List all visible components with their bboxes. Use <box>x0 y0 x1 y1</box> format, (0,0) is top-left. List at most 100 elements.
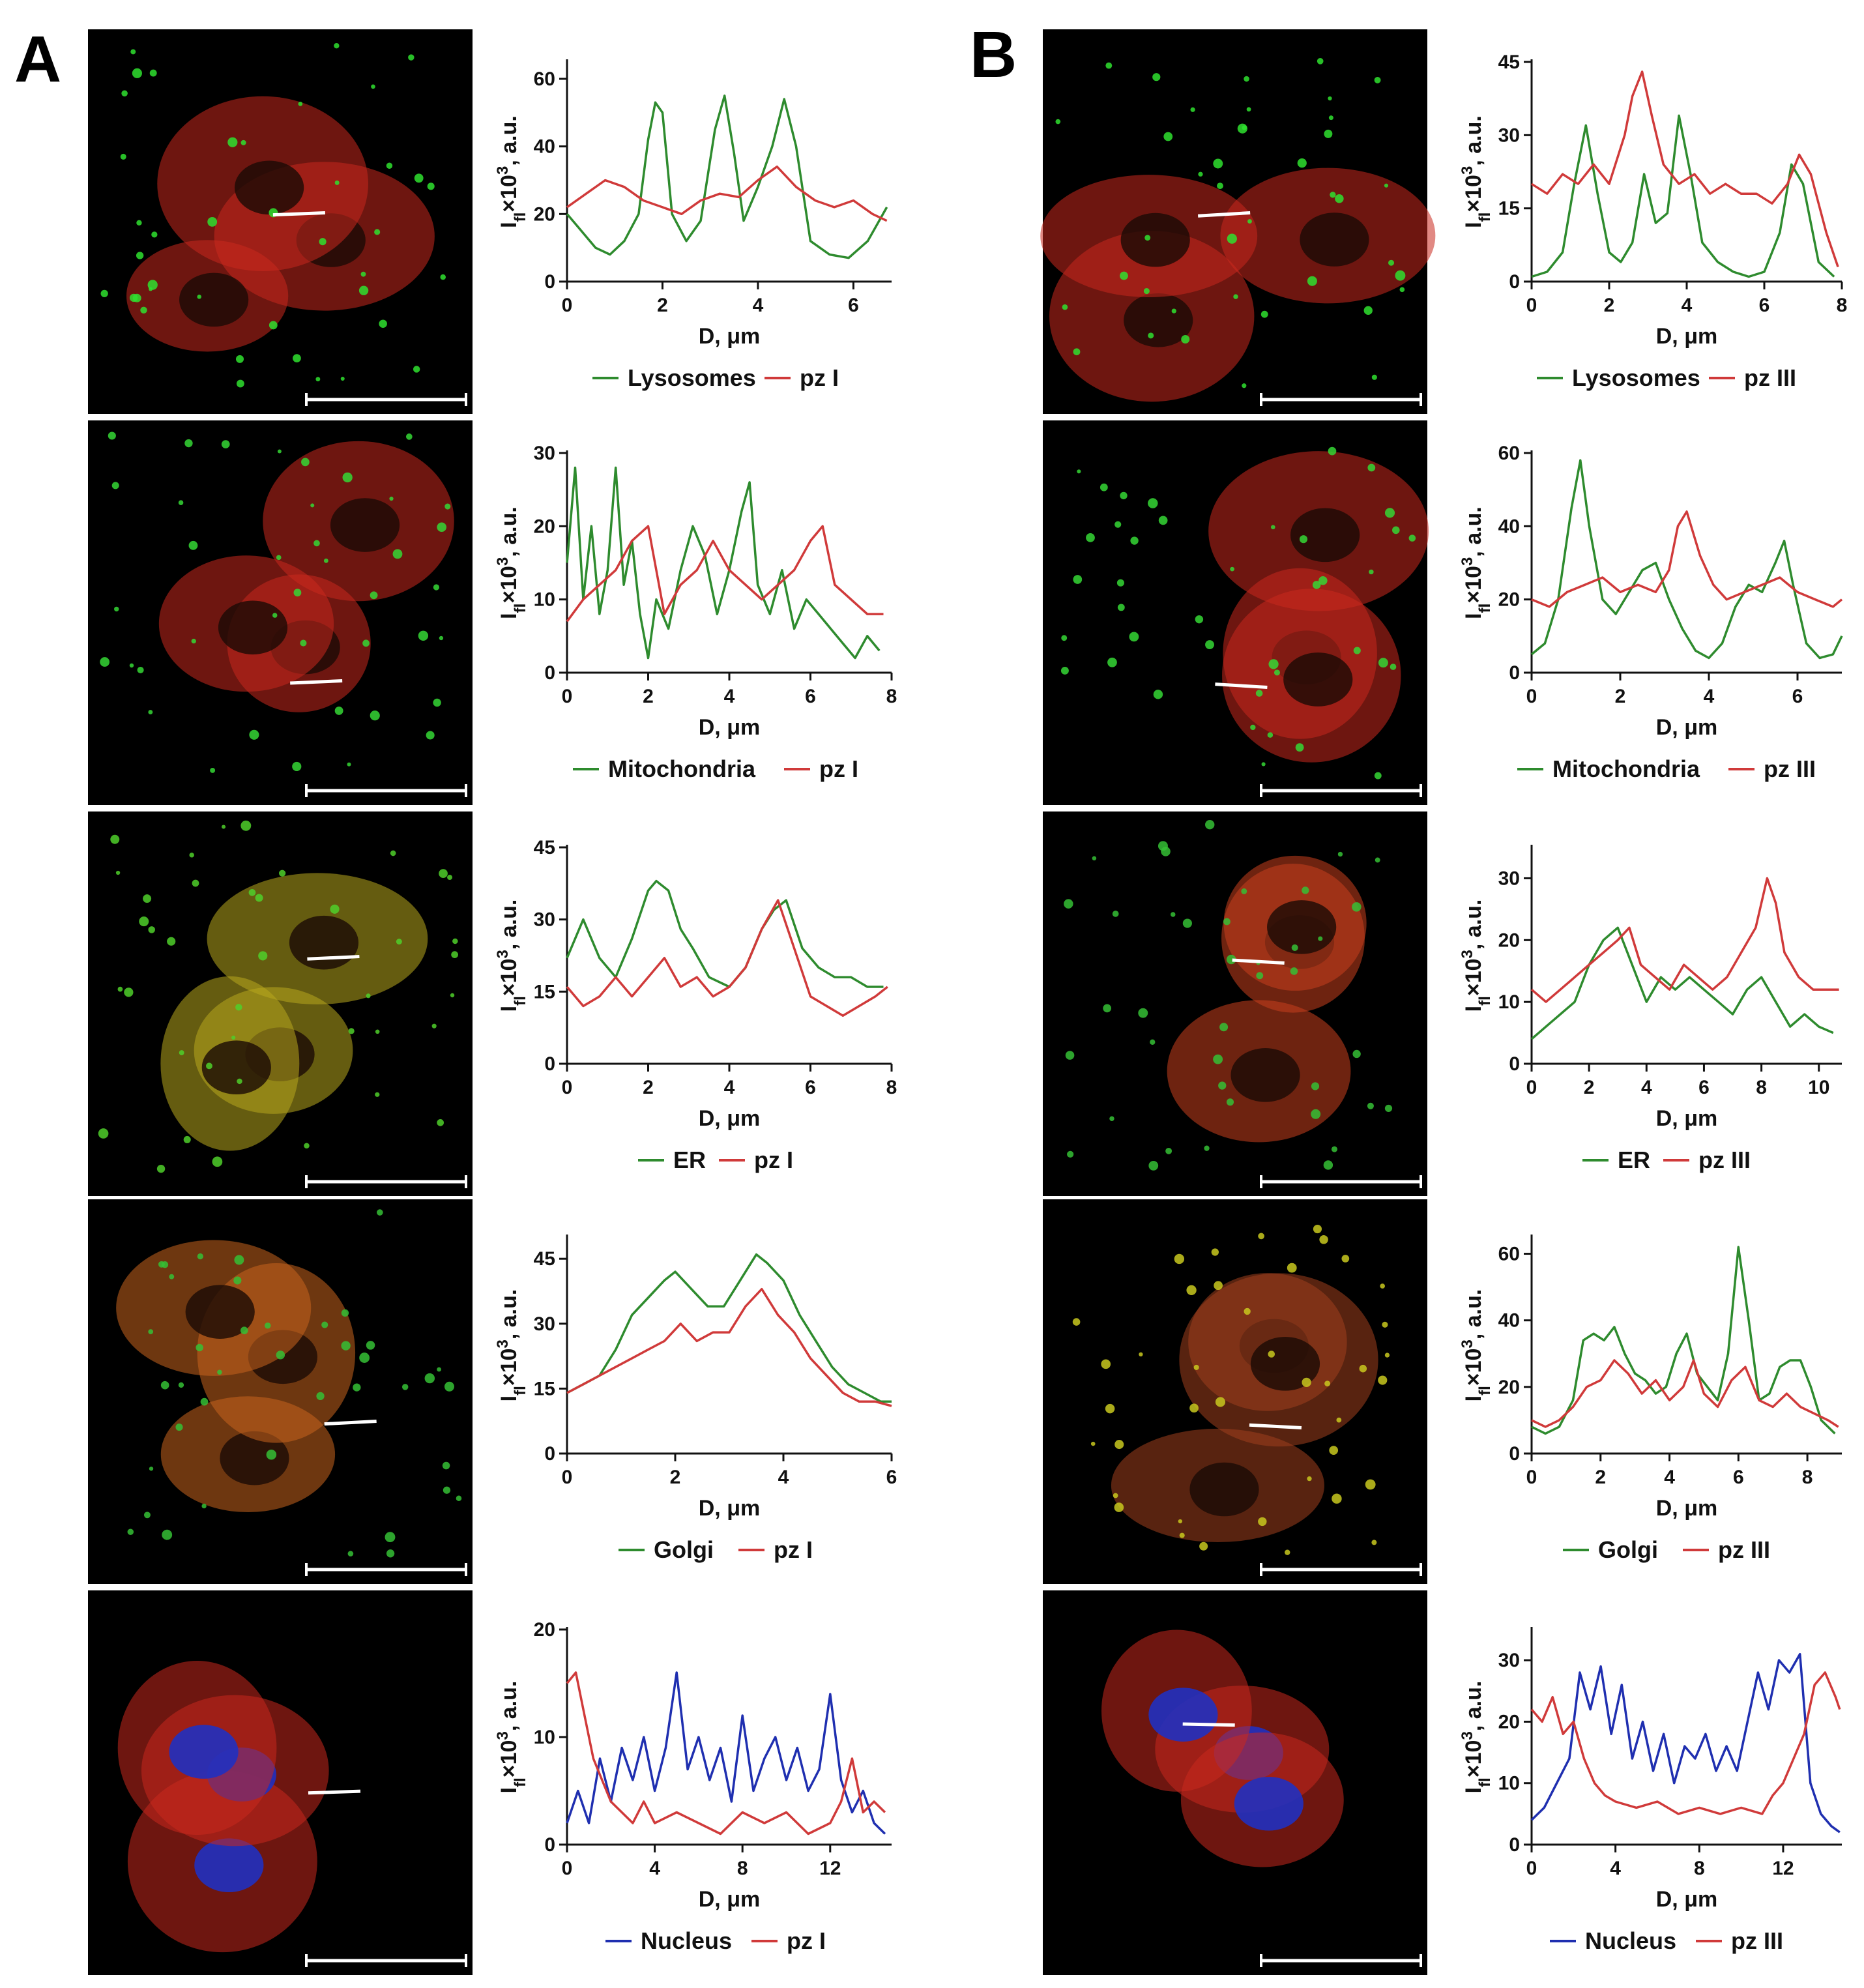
stain-spot <box>439 869 448 878</box>
stain-spot <box>439 636 444 641</box>
stain-spot <box>347 762 351 767</box>
profile-line <box>308 1789 361 1795</box>
y-axis-label: Ifl×103, a.u. <box>1459 1289 1494 1402</box>
stain-spot <box>1215 1397 1226 1407</box>
series-line-lysosomes <box>566 95 888 259</box>
micrograph-b-nucleus <box>1043 1590 1427 1975</box>
x-tick-label: 4 <box>1641 1077 1652 1098</box>
x-tick-label: 6 <box>805 686 816 707</box>
stain-spot <box>1371 1540 1377 1545</box>
stain-spot <box>179 1050 184 1055</box>
stain-spot <box>1260 310 1268 318</box>
stain-spot <box>1285 1549 1290 1555</box>
stain-spot <box>1392 526 1400 534</box>
x-tick-label: 12 <box>1772 1858 1794 1879</box>
stain-spot <box>1152 73 1161 81</box>
stain-spot <box>401 1384 409 1390</box>
series-line-nucleus <box>1530 1652 1841 1834</box>
stain-spot <box>234 1255 244 1265</box>
y-tick-label: 40 <box>1498 1310 1520 1332</box>
stain-spot <box>386 1549 395 1558</box>
stain-spot <box>340 376 345 381</box>
stain-spot <box>1179 1532 1185 1538</box>
stain-spot <box>236 379 244 388</box>
stain-spot <box>1148 498 1158 508</box>
stain-spot <box>1161 847 1171 856</box>
stain-spot <box>375 1029 380 1034</box>
y-axis-label: Ifl×103, a.u. <box>494 115 529 228</box>
y-tick-label: 15 <box>534 1378 555 1399</box>
stain-spot <box>1158 516 1168 525</box>
micrograph-b-golgi <box>1043 1199 1427 1584</box>
stain-spot <box>1199 1542 1208 1551</box>
stain-spot <box>1138 1008 1148 1018</box>
profile-line <box>1232 958 1285 965</box>
x-tick-label: 0 <box>562 1858 573 1879</box>
x-tick-label: 8 <box>1756 1077 1767 1098</box>
stain-spot <box>334 43 340 49</box>
series-line-er <box>1530 926 1834 1040</box>
stain-spot <box>1178 1519 1183 1524</box>
stain-spot <box>1148 1161 1159 1171</box>
x-tick-label: 2 <box>670 1467 681 1488</box>
stain-spot <box>370 710 380 721</box>
x-axis-label: D, μm <box>1656 1887 1717 1912</box>
stain-spot <box>1374 76 1381 83</box>
stain-spot <box>231 1035 236 1040</box>
y-axis-label: Ifl×103, a.u. <box>1459 506 1494 619</box>
stain-spot <box>233 1276 242 1285</box>
legend-label: Nucleus <box>1585 1927 1676 1954</box>
y-tick-label: 30 <box>534 1313 555 1335</box>
y-tick-label: 20 <box>1498 589 1520 611</box>
legend-label: pz I <box>774 1536 813 1563</box>
stain-spot <box>1233 294 1238 299</box>
stain-spot <box>175 1424 183 1431</box>
y-axis-label: Ifl×103, a.u. <box>494 899 529 1012</box>
stain-spot <box>1150 1039 1156 1045</box>
stain-spot <box>1328 96 1332 101</box>
y-tick-label: 0 <box>1509 1053 1520 1075</box>
x-tick-label: 4 <box>1704 686 1715 707</box>
stain-spot <box>1064 899 1073 909</box>
profile-line <box>1215 682 1268 690</box>
stain-spot <box>348 1028 355 1034</box>
stain-spot <box>424 1373 435 1384</box>
series-line-lysosomes <box>1531 114 1835 278</box>
stain-spot <box>178 500 184 506</box>
stain-spot <box>1226 954 1236 965</box>
stain-spot <box>1384 1352 1390 1358</box>
stain-spot <box>359 1352 370 1363</box>
stain-spot <box>1186 1285 1197 1296</box>
stain-spot <box>1130 536 1139 545</box>
stain-spot <box>1287 1263 1297 1273</box>
stain-spot <box>1060 667 1069 675</box>
x-tick-label: 12 <box>819 1858 841 1879</box>
y-tick-label: 30 <box>1498 868 1520 889</box>
stain-spot <box>366 1341 375 1350</box>
stain-spot <box>129 663 134 668</box>
stain-spot <box>1112 911 1119 917</box>
stain-spot <box>100 657 110 667</box>
stain-spot <box>248 888 256 896</box>
stain-spot <box>1109 1116 1114 1121</box>
x-tick-label: 8 <box>1802 1467 1813 1488</box>
micrograph-a-lysosomes <box>88 29 473 414</box>
stain-spot <box>358 285 369 295</box>
micrograph-b-er <box>1043 811 1427 1196</box>
stain-spot <box>1213 1054 1223 1064</box>
x-tick-label: 6 <box>886 1467 897 1488</box>
stain-spot <box>385 1532 396 1543</box>
x-axis-label: D, μm <box>699 715 760 740</box>
stain-spot <box>444 1381 454 1392</box>
stain-spot <box>313 540 320 547</box>
stain-spot <box>1268 1351 1275 1358</box>
stain-spot <box>1171 912 1176 917</box>
stain-spot <box>1363 306 1373 315</box>
micrograph-a-er <box>88 811 473 1196</box>
profile-line <box>307 955 360 961</box>
x-axis-label: D, μm <box>699 1496 760 1521</box>
y-axis-label: Ifl×103, a.u. <box>494 506 529 619</box>
stain-spot <box>1324 1381 1331 1387</box>
cell-nucleus <box>185 1285 255 1339</box>
stain-spot <box>450 993 455 998</box>
